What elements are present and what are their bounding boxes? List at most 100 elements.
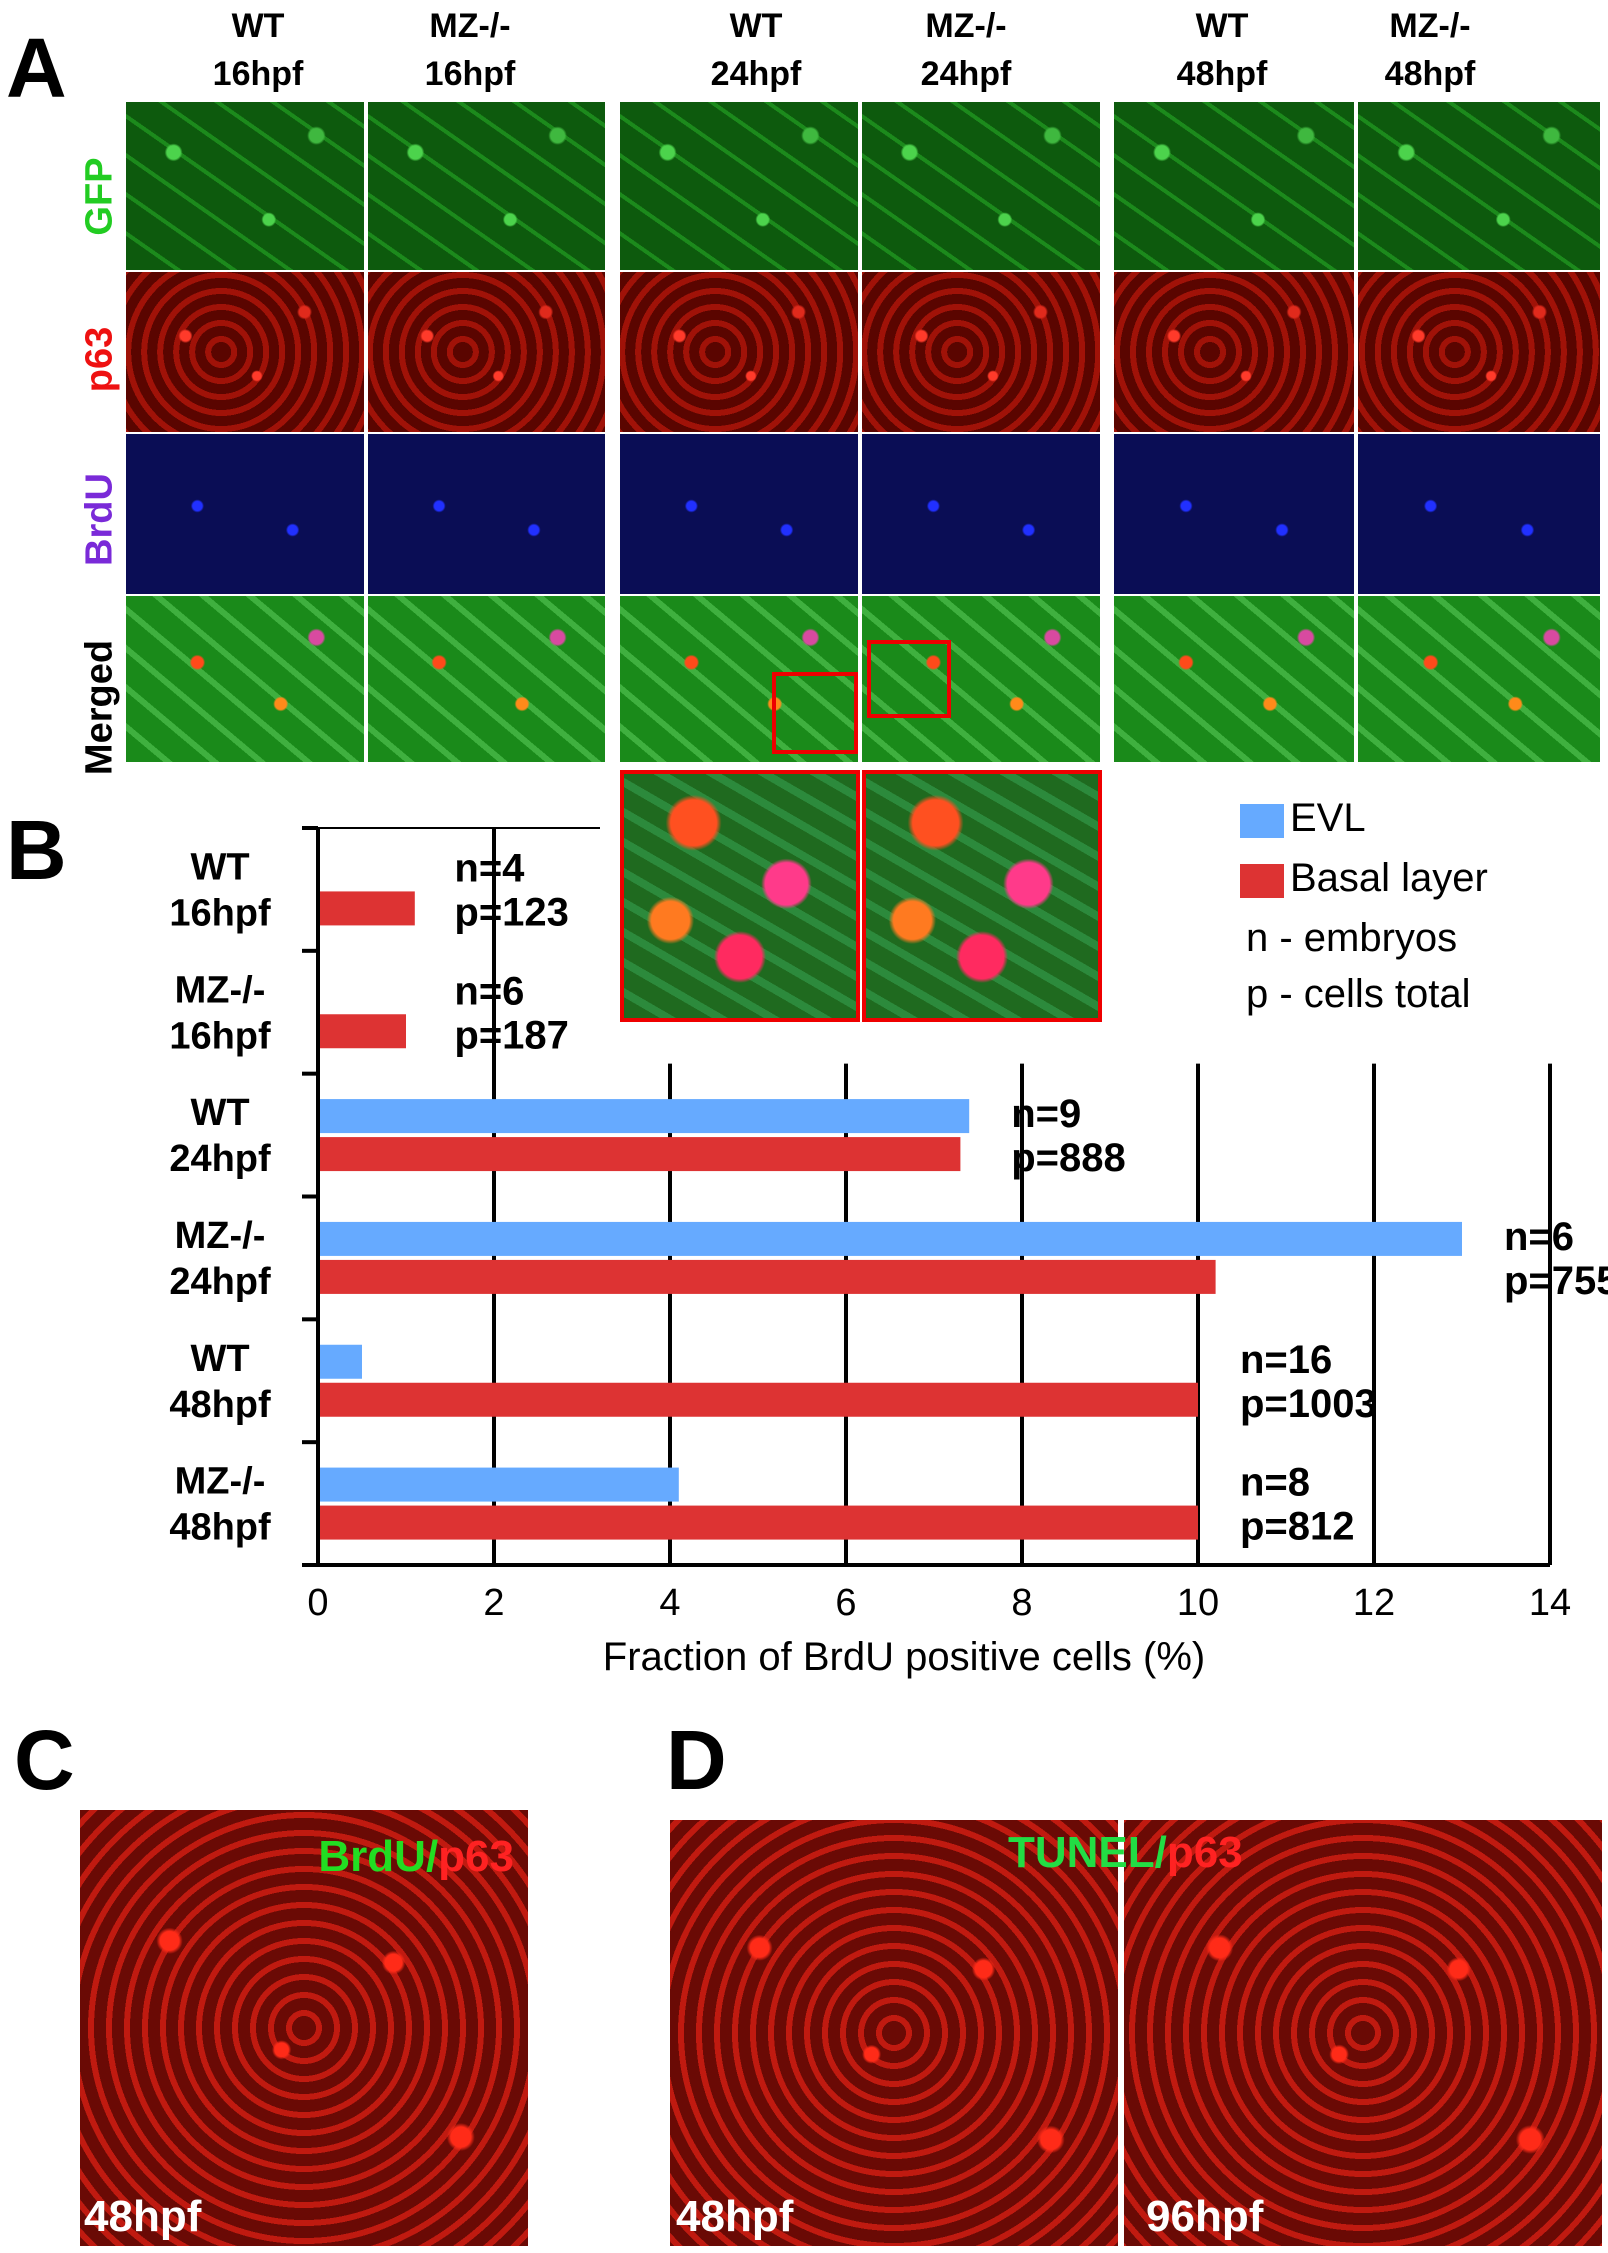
annotation-n-2: n=9 — [1011, 1092, 1081, 1136]
category-label-0-line0: WT — [190, 846, 249, 888]
merged-wt-16hpf — [126, 596, 364, 762]
x-tick-label-8: 8 — [1011, 1582, 1032, 1624]
annotation-p-5: p=812 — [1240, 1505, 1355, 1549]
annotation-n-5: n=8 — [1240, 1461, 1310, 1505]
category-label-4-line1: 48hpf — [169, 1384, 271, 1426]
image-panel-d-left: 48hpf — [670, 1820, 1118, 2246]
x-tick-label-6: 6 — [835, 1582, 856, 1624]
merged-wt-24hpf — [620, 596, 858, 762]
p63-wt-48hpf — [1114, 272, 1354, 432]
bar-basal-layer-1 — [320, 1014, 406, 1049]
category-label-3-line0: MZ-/- — [175, 1215, 266, 1257]
bar-evl-4 — [320, 1344, 362, 1379]
panel-c-stain-brdu: BrdU/ — [318, 1832, 439, 1881]
bar-basal-layer-2 — [320, 1137, 961, 1172]
legend-p-definition: p - cells total — [1246, 972, 1471, 1016]
panel-d-stain-tunel: TUNEL/ — [1008, 1828, 1167, 1877]
panel-d-stain-label: TUNEL/p63 — [1008, 1828, 1243, 1878]
x-tick-label-14: 14 — [1529, 1582, 1571, 1624]
category-label-1-line1: 16hpf — [169, 1015, 271, 1057]
panel-d-stain-p63: p63 — [1166, 1828, 1243, 1877]
p63-wt-24hpf — [620, 272, 858, 432]
brdu-mz-48hpf — [1358, 434, 1600, 594]
category-label-4-line0: WT — [190, 1338, 249, 1380]
panel-d-letter: D — [666, 1713, 727, 1807]
category-label-2-line1: 24hpf — [169, 1138, 271, 1180]
p63-mz-24hpf — [862, 272, 1100, 432]
panel-c-stage-label: 48hpf — [84, 2192, 202, 2241]
brdu-wt-16hpf — [126, 434, 364, 594]
category-label-5-line1: 48hpf — [169, 1507, 271, 1549]
merged-mz-48hpf — [1358, 596, 1600, 762]
merged-wt-48hpf — [1114, 596, 1354, 762]
bar-basal-layer-5 — [320, 1505, 1198, 1540]
annotation-n-1: n=6 — [454, 969, 524, 1013]
legend-label-evl: EVL — [1290, 796, 1366, 840]
category-label-3-line1: 24hpf — [169, 1261, 271, 1303]
p63-mz-16hpf — [368, 272, 605, 432]
chart-legend: EVL Basal layer n - embryos p - cells to… — [1240, 790, 1600, 1040]
gfp-mz-24hpf — [862, 102, 1100, 270]
legend-n-definition: n - embryos — [1246, 916, 1458, 960]
annotation-n-0: n=4 — [454, 846, 525, 890]
column-label-wt-48hpf: WT 48hpf — [1176, 7, 1268, 93]
bar-evl-2 — [320, 1099, 970, 1134]
brdu-mz-24hpf — [862, 434, 1100, 594]
column-label-wt-24hpf: WT 24hpf — [710, 7, 802, 93]
bar-basal-layer-0 — [320, 891, 415, 926]
gfp-wt-48hpf — [1114, 102, 1354, 270]
x-tick-label-0: 0 — [307, 1582, 328, 1624]
panel-c-stain-label: BrdU/p63 — [318, 1832, 514, 1882]
row-label-merged: Merged — [78, 639, 121, 776]
zoom-inset-wt-24hpf — [620, 770, 860, 1022]
category-label-0-line1: 16hpf — [169, 892, 271, 934]
p63-wt-16hpf — [126, 272, 364, 432]
brdu-wt-48hpf — [1114, 434, 1354, 594]
annotation-n-3: n=6 — [1504, 1215, 1574, 1259]
category-label-2-line0: WT — [190, 1092, 249, 1134]
category-label-1-line0: MZ-/- — [175, 969, 266, 1011]
column-label-mz-48hpf: MZ-/- 48hpf — [1384, 7, 1476, 93]
legend-swatch-evl — [1240, 804, 1284, 838]
image-panel-d-right: 96hpf — [1124, 1820, 1602, 2246]
annotation-p-2: p=888 — [1011, 1136, 1126, 1180]
row-label-gfp: GFP — [78, 157, 121, 236]
x-tick-label-4: 4 — [659, 1582, 680, 1624]
column-label-mz-16hpf: MZ-/- 16hpf — [424, 7, 516, 93]
panel-b-letter: B — [6, 803, 67, 897]
image-panel-c: BrdU/p63 48hpf — [80, 1810, 528, 2246]
column-label-mz-24hpf: MZ-/- 24hpf — [920, 7, 1012, 93]
merged-mz-16hpf — [368, 596, 605, 762]
x-tick-label-2: 2 — [483, 1582, 504, 1624]
annotation-p-0: p=123 — [454, 890, 569, 934]
brdu-mz-16hpf — [368, 434, 605, 594]
legend-label-basal: Basal layer — [1290, 856, 1488, 900]
row-label-p63: p63 — [78, 326, 121, 393]
p63-mz-48hpf — [1358, 272, 1600, 432]
gfp-wt-16hpf — [126, 102, 364, 270]
x-axis-title: Fraction of BrdU positive cells (%) — [603, 1635, 1205, 1679]
selection-box-mz-24hpf — [867, 640, 951, 718]
x-tick-label-12: 12 — [1353, 1582, 1395, 1624]
legend-swatch-basal — [1240, 864, 1284, 898]
bar-basal-layer-3 — [320, 1259, 1216, 1294]
gfp-wt-24hpf — [620, 102, 858, 270]
panel-d-stage-right: 96hpf — [1146, 2192, 1264, 2241]
bar-evl-3 — [320, 1221, 1462, 1256]
annotation-p-3: p=755 — [1504, 1259, 1608, 1303]
x-tick-label-10: 10 — [1177, 1582, 1219, 1624]
gfp-mz-16hpf — [368, 102, 605, 270]
row-label-brdu: BrdU — [79, 465, 122, 575]
selection-box-wt-24hpf — [772, 672, 858, 754]
column-label-wt-16hpf: WT 16hpf — [212, 7, 304, 93]
category-label-5-line0: MZ-/- — [175, 1461, 266, 1503]
bar-evl-5 — [320, 1467, 679, 1502]
chart-labels: 0 2 4 6 8 10 12 14 Fraction of BrdU positive cel… — [169, 846, 1608, 1679]
brdu-wt-24hpf — [620, 434, 858, 594]
annotation-p-4: p=1003 — [1240, 1382, 1377, 1426]
annotation-n-4: n=16 — [1240, 1338, 1332, 1382]
panel-d-stage-left: 48hpf — [676, 2192, 794, 2241]
bar-chart: 0 2 4 6 8 10 12 14 Fraction of BrdU positive cel… — [169, 826, 1608, 1679]
panel-a-letter: A — [6, 21, 67, 115]
merged-mz-24hpf — [862, 596, 1100, 762]
